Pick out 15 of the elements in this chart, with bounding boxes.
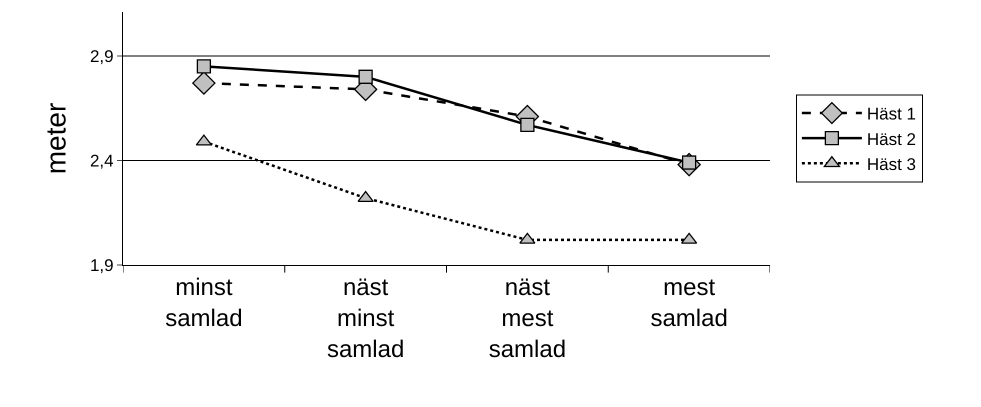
legend-label: Häst 2: [866, 130, 916, 149]
point: [196, 59, 212, 74]
point: [196, 134, 212, 146]
legend-label: Häst 1: [866, 104, 916, 124]
x-tick-label: mest samlad: [650, 274, 728, 332]
y-tick-label: 2,9: [90, 46, 114, 66]
point: [358, 70, 373, 84]
x-tick-label: näst mest samlad: [488, 274, 566, 364]
point: [520, 118, 535, 132]
legend-label: Häst 3: [866, 154, 916, 174]
x-tick-label: minst samlad: [165, 274, 243, 332]
y-axis-title: meter: [40, 102, 72, 174]
x-tick-label: näst minst samlad: [326, 274, 404, 364]
y-tick-label: 2,4: [90, 151, 114, 170]
y-tick-label: 1,9: [90, 256, 114, 275]
